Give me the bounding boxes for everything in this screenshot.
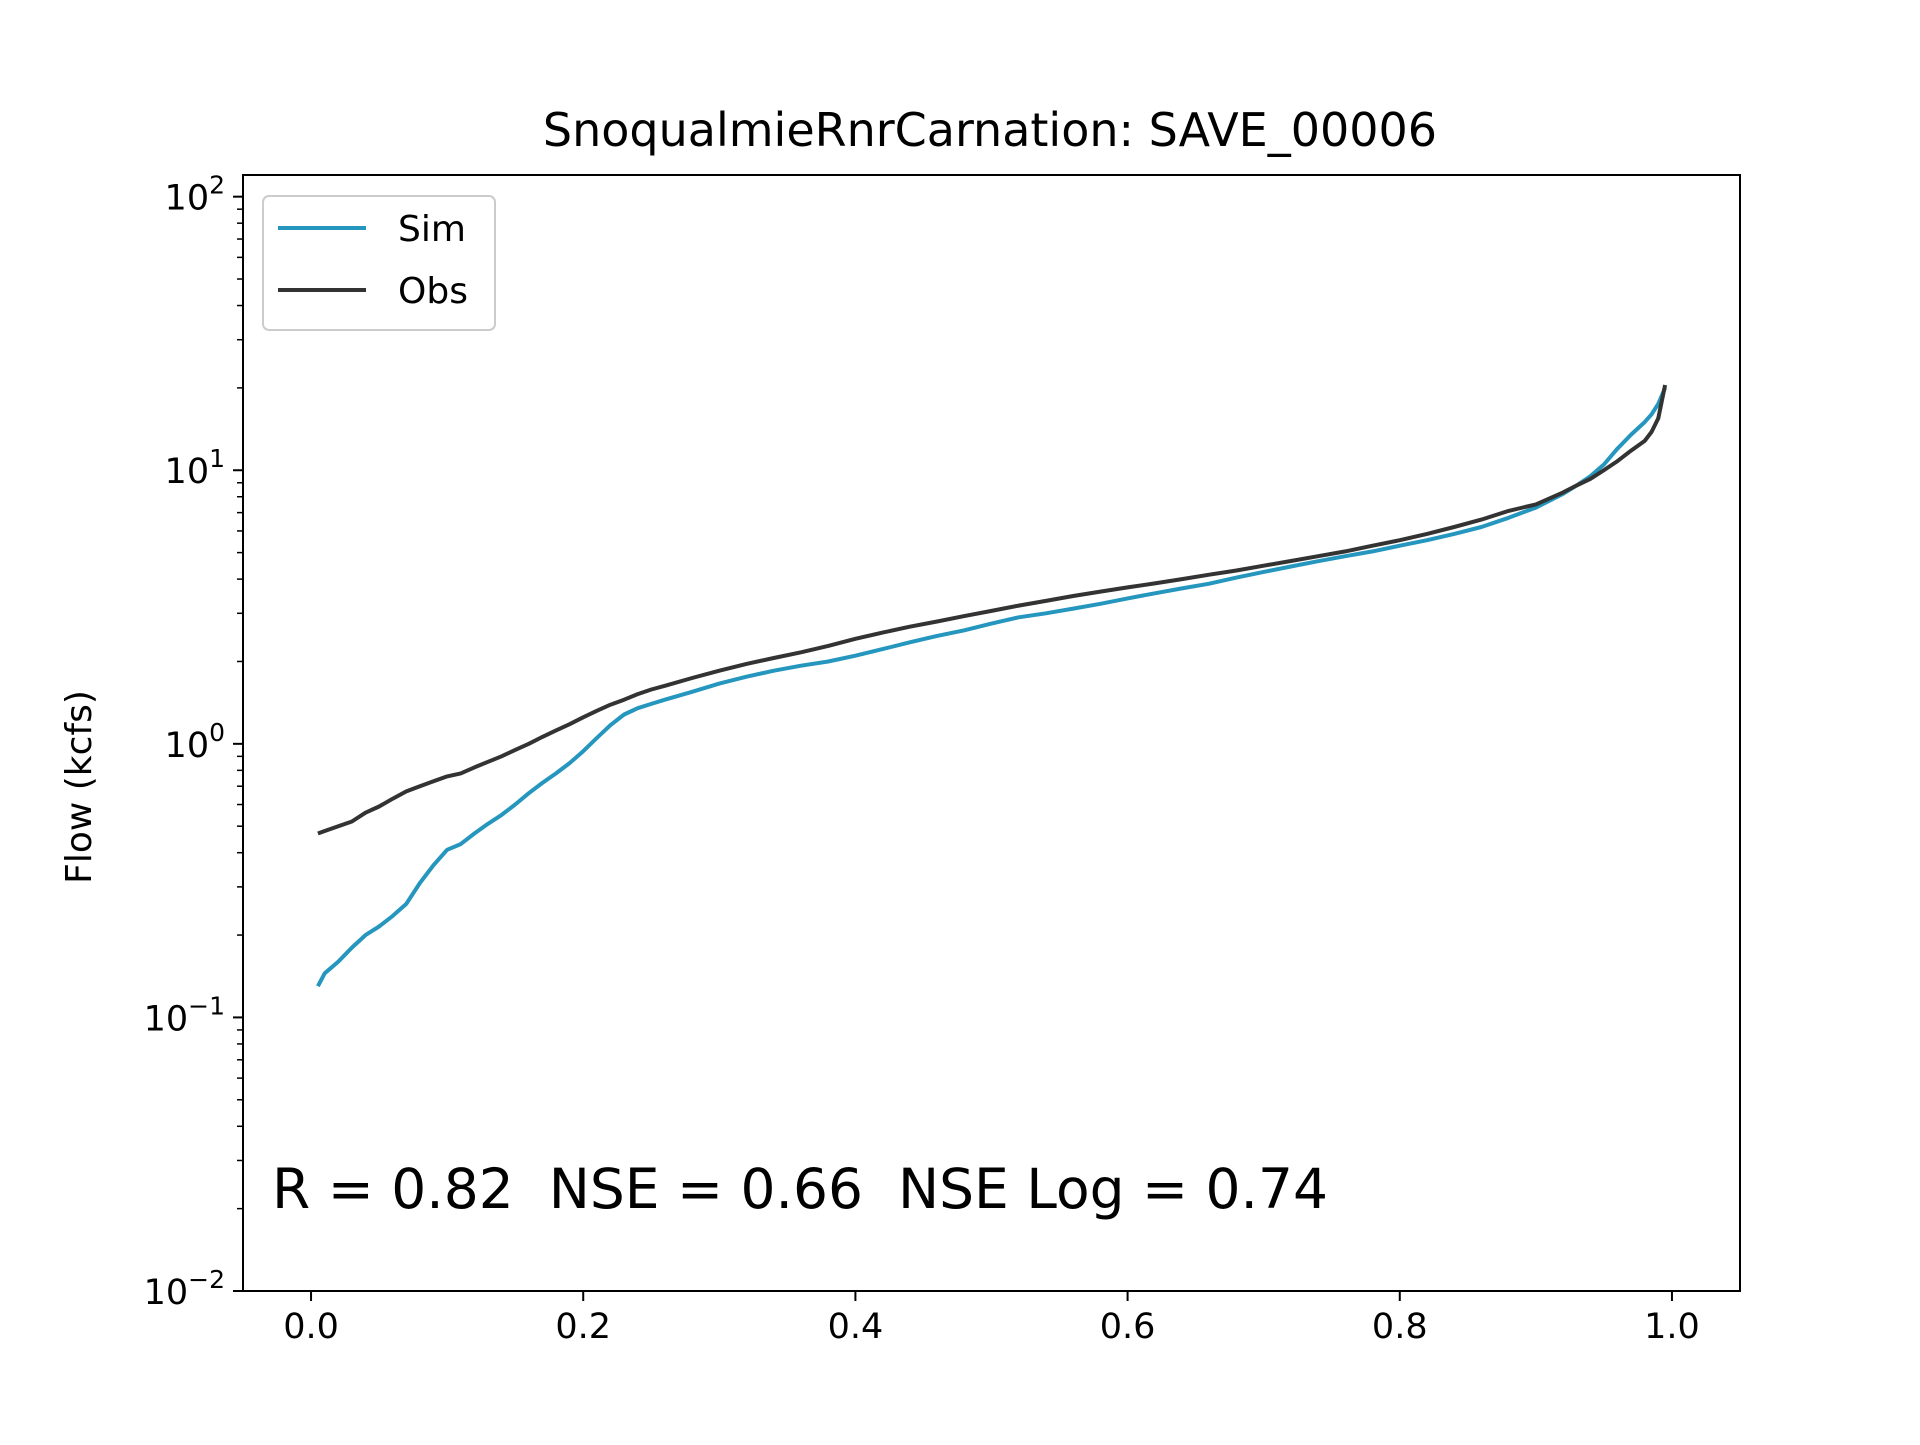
x-tick-label: 0.4 <box>828 1307 884 1347</box>
y-tick-base: 10 <box>165 726 210 766</box>
y-tick-base: 10 <box>144 1273 189 1313</box>
y-tick-label: 10−2 <box>144 1265 225 1313</box>
chart-title: SnoqualmieRnrCarnation: SAVE_00006 <box>543 103 1437 157</box>
legend-label-sim: Sim <box>398 209 466 250</box>
y-tick-label: 10−1 <box>144 991 225 1039</box>
series-line-sim <box>316 387 1667 988</box>
x-tick-label: 0.6 <box>1100 1307 1156 1347</box>
y-tick-base: 10 <box>144 999 189 1039</box>
y-axis-label: Flow (kcfs) <box>59 690 100 884</box>
y-tick-base: 10 <box>165 452 210 492</box>
y-tick-base: 10 <box>165 179 210 219</box>
y-tick-exponent: 1 <box>209 444 225 473</box>
y-tick-exponent: −1 <box>188 991 225 1020</box>
y-tick-label: 100 <box>165 718 225 766</box>
y-tick-exponent: 0 <box>209 718 225 747</box>
y-tick-exponent: −2 <box>188 1265 225 1294</box>
series-line-obs <box>317 384 1668 836</box>
x-tick-label: 0.0 <box>283 1307 339 1347</box>
plot-area <box>242 174 1741 1292</box>
x-tick-label: 0.8 <box>1372 1307 1428 1347</box>
y-tick-label: 102 <box>165 171 225 219</box>
y-tick-label: 101 <box>165 444 225 492</box>
x-axis: 0.0 0.2 0.4 0.6 0.8 1.0 <box>283 1291 1700 1347</box>
x-tick-label: 1.0 <box>1644 1307 1700 1347</box>
plot-frame <box>242 174 1741 1292</box>
legend-label-obs: Obs <box>398 271 468 312</box>
x-tick-label: 0.2 <box>555 1307 611 1347</box>
y-tick-exponent: 2 <box>209 171 225 200</box>
stats-annotation: R = 0.82 NSE = 0.66 NSE Log = 0.74 <box>272 1157 1328 1221</box>
legend: Sim Obs <box>262 195 496 331</box>
series-layer <box>316 384 1668 988</box>
